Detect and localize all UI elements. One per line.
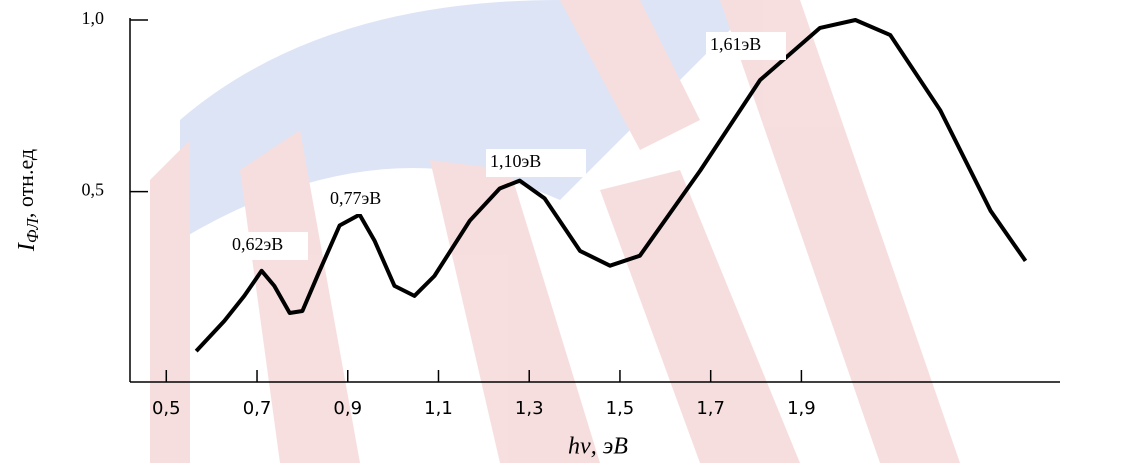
x-tick-label: 0,9: [333, 398, 362, 419]
x-tick-label: 1,1: [424, 398, 453, 419]
x-tick-label: 1,7: [696, 398, 725, 419]
annotation: 0,77эВ: [330, 188, 381, 208]
spectrum-line: [194, 18, 1028, 353]
annotation-bg: [326, 186, 426, 214]
x-axis-label: hν, эB: [568, 434, 628, 460]
y-label-subscript: ФЛ: [23, 217, 42, 243]
annotation: 0,62эВ: [232, 234, 283, 254]
y-tick-label: 1,0: [82, 8, 105, 28]
x-tick-label: 0,7: [243, 398, 272, 419]
annotation-bg: [706, 32, 786, 60]
x-tick-label: 1,9: [787, 398, 816, 419]
y-label-symbol: I: [14, 242, 40, 252]
annotation: 1,61эВ: [710, 34, 761, 54]
x-tick-label: 1,3: [515, 398, 544, 419]
y-axis-label: IФЛ, отн.ед: [13, 149, 42, 252]
x-tick-label: 1,5: [606, 398, 635, 419]
annotation-bg: [228, 232, 308, 260]
y-label-unit: , отн.ед: [13, 149, 38, 218]
x-tick-label: 0,5: [152, 398, 181, 419]
annotation: 1,10эВ: [490, 151, 541, 171]
annotation-bg: [486, 149, 586, 177]
y-tick-label: 0,5: [82, 180, 105, 200]
background-watermark: [150, 0, 960, 463]
